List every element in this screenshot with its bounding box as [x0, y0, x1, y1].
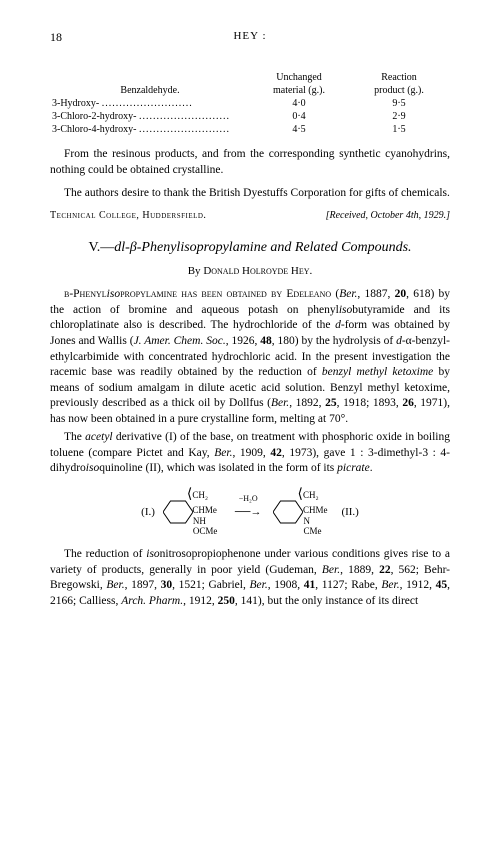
benzaldehyde-table: Unchanged Reaction Benzaldehyde. materia… — [50, 70, 450, 137]
author-byline: By Donald Holroyde Hey. — [50, 265, 450, 277]
paragraph-resinous: From the resinous products, and from the… — [50, 147, 450, 178]
body-para3: The reduction of isonitrosopropiophenone… — [50, 547, 450, 609]
title-rest: propylamine and Related Compounds. — [197, 240, 412, 255]
table-row: 3-Hydroxy- 4·0 9·5 — [52, 98, 448, 109]
unchanged-value: 0·4 — [250, 111, 348, 122]
structure-1: ⟨CH₂ ⟨CHMe NH OCMe — [163, 487, 223, 538]
compound-name: 3-Hydroxy- — [52, 98, 99, 109]
product-value: 2·9 — [350, 111, 448, 122]
col2-header-line1: Unchanged — [250, 72, 348, 83]
table-header-row: Unchanged Reaction — [52, 72, 448, 83]
table-row: 3-Chloro-4-hydroxy- 4·5 1·5 — [52, 124, 448, 135]
reaction-arrow: −H₂O ──→ — [235, 506, 262, 518]
byline-prefix: By — [188, 265, 204, 277]
unchanged-value: 4·5 — [250, 124, 348, 135]
structure-label-2: (II.) — [341, 506, 358, 518]
unchanged-value: 4·0 — [250, 98, 348, 109]
title-main: dl-β-Phenyl — [114, 240, 180, 255]
tech-college: Technical College, Huddersfield. — [50, 210, 206, 221]
content-area: Unchanged Reaction Benzaldehyde. materia… — [50, 70, 450, 609]
dotted-fill — [139, 124, 230, 135]
table-row: 3-Chloro-2-hydroxy- 0·4 2·9 — [52, 111, 448, 122]
arrow-label: −H₂O — [239, 494, 258, 503]
col1-label: Benzaldehyde. — [52, 85, 248, 96]
title-iso: iso — [180, 240, 196, 255]
body-para1: β-Phenylisopropylamine has been obtained… — [50, 287, 450, 427]
article-number: V.— — [88, 240, 114, 255]
product-value: 1·5 — [350, 124, 448, 135]
header-author: HEY : — [233, 30, 266, 42]
col3-header-line1: Reaction — [350, 72, 448, 83]
body-para2: The acetyl derivative (I) of the base, o… — [50, 430, 450, 477]
dotted-fill — [102, 98, 193, 109]
author-name: Donald Holroyde Hey. — [203, 265, 312, 277]
col2-header-line2: material (g.). — [250, 85, 348, 96]
page-number: 18 — [50, 30, 62, 45]
chemical-structure-diagram: (I.) ⟨CH₂ ⟨CHMe NH OCMe −H₂O ──→ ⟨CH₂ ⟨C… — [50, 487, 450, 538]
dotted-fill — [139, 111, 230, 122]
col3-header-line2: product (g.). — [350, 85, 448, 96]
structure-label-1: (I.) — [141, 506, 155, 518]
product-value: 9·5 — [350, 98, 448, 109]
compound-name: 3-Chloro-2-hydroxy- — [52, 111, 136, 122]
compound-name: 3-Chloro-4-hydroxy- — [52, 124, 136, 135]
received-date: [Received, October 4th, 1929.] — [326, 210, 450, 221]
structure-2: ⟨CH₂ ⟨CHMe N CMe — [273, 487, 333, 538]
table-header-row2: Benzaldehyde. material (g.). product (g.… — [52, 85, 448, 96]
paragraph-thanks: The authors desire to thank the British … — [50, 186, 450, 202]
signature-line: Technical College, Huddersfield. [Receiv… — [50, 210, 450, 221]
article-title: V.—dl-β-Phenylisopropylamine and Related… — [50, 239, 450, 258]
